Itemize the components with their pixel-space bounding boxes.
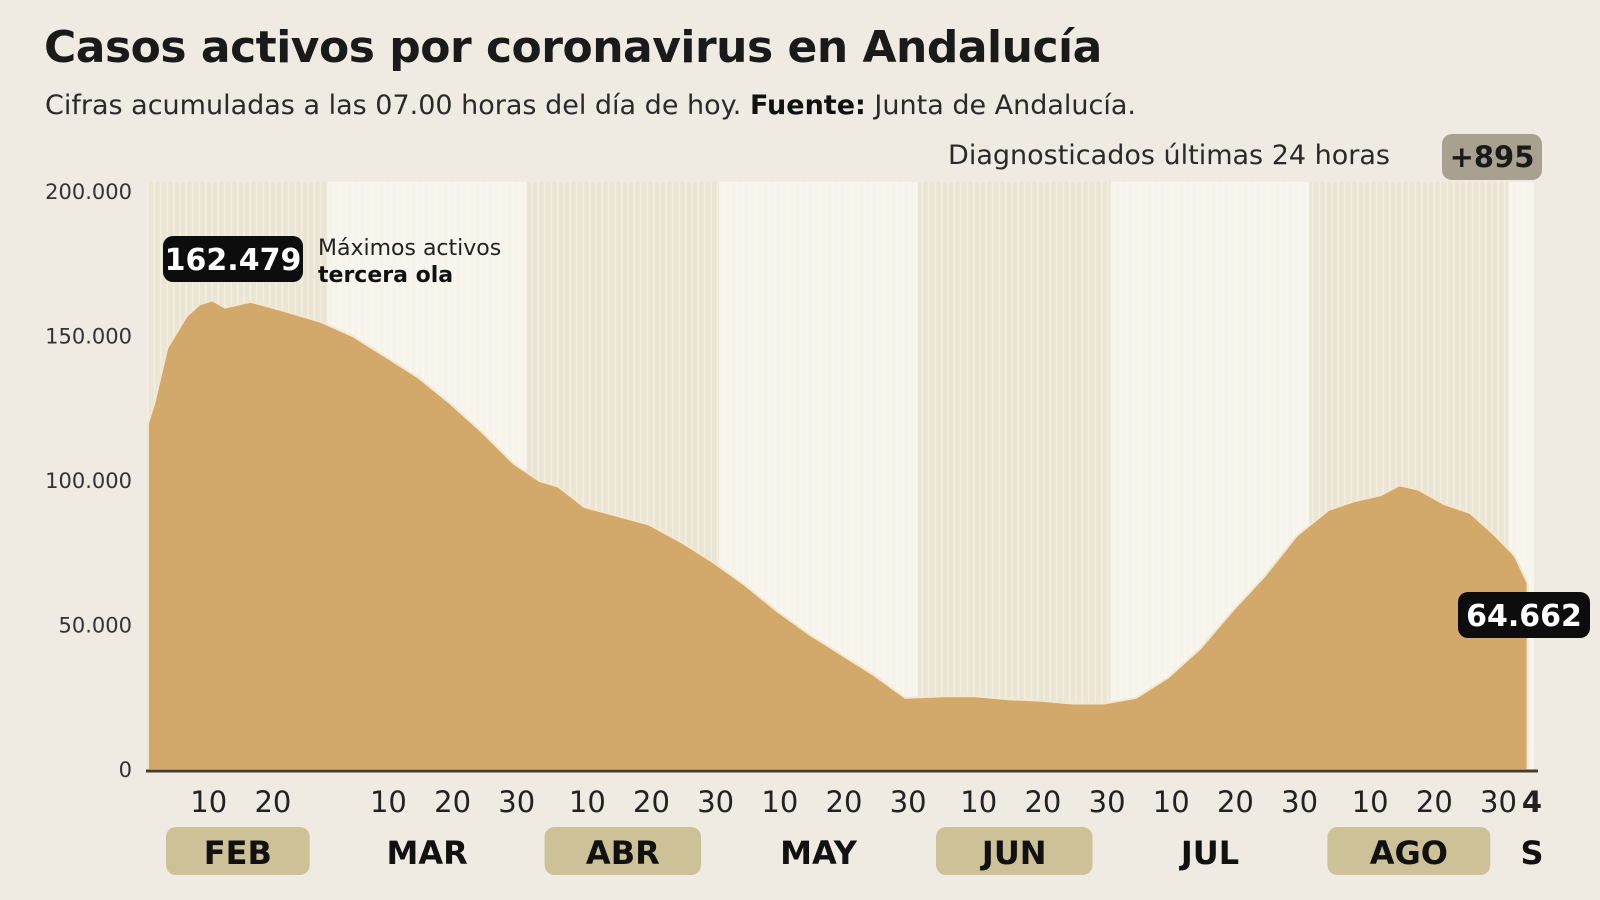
x-tick-label: 30 [498, 785, 535, 819]
active-cases-area [147, 299, 1529, 771]
peak-annotation-line1: Máximos activos [318, 236, 501, 261]
x-tick-label: 4 [1522, 785, 1542, 819]
x-tick-label: 30 [1281, 785, 1318, 819]
y-tick-label: 0 [119, 758, 132, 782]
source-name: Junta de Andalucía. [874, 90, 1137, 121]
x-tick-label: 10 [1153, 785, 1190, 819]
x-tick-label: 10 [761, 785, 798, 819]
month-pill [936, 827, 1093, 875]
x-tick-label: 20 [826, 785, 863, 819]
x-tick-label: 20 [1217, 785, 1254, 819]
x-tick-label: 20 [254, 785, 291, 819]
x-tick-label: 20 [633, 785, 670, 819]
y-tick-label: 200.000 [45, 180, 132, 204]
last-value-box [1458, 592, 1590, 638]
y-tick-label: 50.000 [59, 614, 132, 638]
x-tick-label: 30 [890, 785, 927, 819]
x-tick-label: 20 [1024, 785, 1061, 819]
y-tick-label: 100.000 [45, 469, 132, 493]
month-pill [166, 827, 310, 875]
chart-title: Casos activos por coronavirus en Andaluc… [44, 22, 1102, 73]
x-tick-label: 10 [370, 785, 407, 819]
x-tick-label: 20 [434, 785, 471, 819]
month-label: FEB [204, 834, 272, 872]
month-label: S [1520, 834, 1543, 872]
x-tick-label: 10 [190, 785, 227, 819]
month-pill [544, 827, 702, 875]
x-tick-label: 30 [1089, 785, 1126, 819]
x-tick-label: 30 [697, 785, 734, 819]
subtitle-text: Cifras acumuladas a las 07.00 horas del … [45, 90, 742, 121]
peak-annotation-line2: tercera ola [318, 263, 453, 288]
month-pill [1327, 827, 1491, 875]
month-label: JUN [980, 834, 1047, 872]
source-label: Fuente: [749, 90, 866, 121]
diagnosed-badge: +895 [1442, 134, 1542, 180]
last-value-label: 64.662 [1466, 599, 1582, 634]
x-tick-label: 20 [1416, 785, 1453, 819]
month-label: MAY [780, 834, 858, 872]
x-tick-label: 10 [1352, 785, 1389, 819]
month-label: JUL [1179, 834, 1239, 872]
diagnosed-label: Diagnosticados últimas 24 horas [948, 140, 1390, 171]
peak-value-label: 162.479 [165, 243, 302, 278]
x-tick-label: 30 [1480, 785, 1517, 819]
chart-subtitle: Cifras acumuladas a las 07.00 horas del … [45, 90, 1136, 121]
y-tick-label: 150.000 [45, 325, 132, 349]
x-tick-label: 10 [569, 785, 606, 819]
month-band [918, 182, 1111, 770]
x-tick-label: 10 [960, 785, 997, 819]
month-label: ABR [586, 834, 660, 872]
peak-value-box [163, 236, 303, 282]
month-label: AGO [1370, 834, 1448, 872]
month-label: MAR [387, 834, 468, 872]
